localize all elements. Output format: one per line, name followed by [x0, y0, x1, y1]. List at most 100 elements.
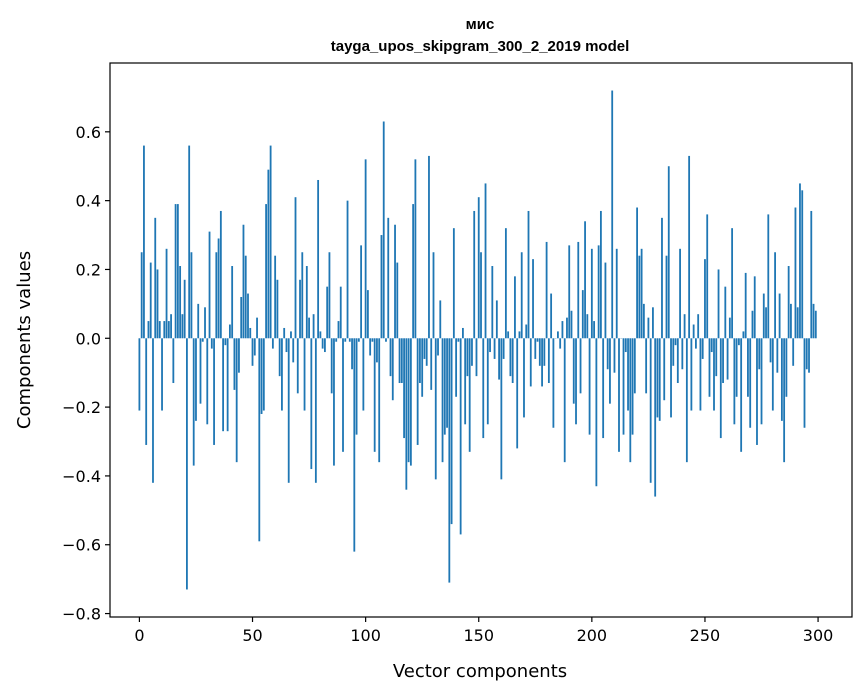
- bar-83: [326, 286, 329, 339]
- bar-290: [794, 207, 797, 339]
- bar-81: [321, 338, 324, 349]
- bar-108: [382, 121, 385, 339]
- bar-110: [387, 217, 390, 339]
- bar-171: [525, 324, 528, 339]
- bar-11: [163, 321, 166, 339]
- bar-6: [152, 338, 154, 483]
- bar-114: [396, 262, 399, 339]
- bar-287: [787, 266, 790, 339]
- bar-62: [278, 338, 281, 377]
- bar-146: [468, 338, 471, 452]
- bar-163: [507, 331, 510, 339]
- bar-168: [518, 331, 521, 339]
- bar-237: [674, 338, 677, 346]
- bar-121: [412, 204, 415, 339]
- bar-185: [557, 331, 559, 339]
- bar-8: [156, 269, 159, 339]
- bar-125: [421, 338, 424, 397]
- bar-65: [285, 338, 288, 353]
- bar-260: [726, 338, 729, 380]
- bar-104: [373, 338, 376, 452]
- bars-group: [138, 90, 817, 590]
- bar-86: [333, 338, 335, 466]
- bar-238: [676, 338, 679, 384]
- bar-289: [792, 338, 795, 366]
- bar-257: [719, 338, 722, 439]
- bar-127: [425, 338, 428, 366]
- bar-25: [195, 338, 197, 421]
- bar-265: [737, 338, 740, 346]
- bar-256: [717, 269, 720, 339]
- bar-250: [704, 259, 706, 339]
- bar-165: [511, 338, 514, 384]
- bar-14: [170, 314, 172, 339]
- bar-221: [638, 255, 641, 339]
- bar-149: [475, 338, 478, 377]
- bar-170: [523, 338, 525, 418]
- bar-270: [749, 338, 752, 428]
- bar-118: [405, 338, 408, 490]
- bar-2: [143, 145, 145, 339]
- bar-13: [167, 321, 170, 339]
- bar-30: [206, 338, 209, 425]
- bar-143: [462, 327, 464, 339]
- bar-285: [783, 338, 786, 463]
- bar-12: [165, 248, 168, 339]
- bar-78: [314, 338, 317, 483]
- bar-71: [299, 279, 301, 339]
- bar-298: [812, 303, 815, 339]
- bar-296: [808, 338, 810, 373]
- bar-19: [181, 314, 184, 339]
- bar-214: [622, 338, 625, 435]
- bar-224: [645, 338, 648, 394]
- bar-155: [489, 338, 491, 353]
- bar-280: [771, 338, 774, 411]
- bar-120: [409, 338, 412, 466]
- bar-80: [319, 331, 322, 339]
- bar-115: [398, 338, 401, 384]
- bar-106: [378, 338, 381, 463]
- bar-137: [448, 338, 451, 583]
- bar-205: [602, 338, 605, 439]
- bar-212: [618, 338, 620, 452]
- bar-9: [158, 321, 161, 339]
- bar-50: [251, 338, 254, 366]
- bar-180: [545, 241, 548, 339]
- bar-181: [547, 338, 550, 384]
- bar-284: [780, 338, 783, 421]
- bar-103: [371, 338, 374, 342]
- bar-147: [471, 338, 473, 366]
- bar-57: [267, 169, 270, 339]
- x-axis-ticks: 0 50 100 150 200 250 300: [134, 617, 833, 645]
- bar-160: [500, 338, 503, 480]
- bar-87: [335, 338, 338, 342]
- bar-53: [258, 338, 261, 542]
- bar-202: [595, 338, 598, 487]
- bar-223: [642, 303, 645, 339]
- bar-47: [244, 255, 247, 339]
- bar-157: [493, 338, 496, 359]
- bar-15: [172, 338, 175, 384]
- x-axis-label: Vector components: [393, 661, 567, 682]
- bar-37: [222, 338, 225, 432]
- bar-1: [140, 252, 143, 339]
- bar-95: [353, 338, 356, 552]
- bar-0: [138, 338, 141, 411]
- bar-29: [204, 307, 206, 339]
- bar-49: [249, 327, 252, 339]
- bar-33: [213, 338, 215, 445]
- y-tick-label: 0.4: [76, 192, 101, 211]
- bar-161: [502, 338, 505, 359]
- bar-20: [183, 279, 186, 339]
- bar-99: [362, 338, 365, 411]
- bar-246: [695, 338, 697, 349]
- bar-133: [439, 300, 442, 339]
- bar-94: [351, 338, 353, 370]
- bar-85: [330, 338, 333, 394]
- bar-182: [550, 293, 553, 339]
- bar-61: [276, 279, 279, 339]
- bar-151: [480, 252, 482, 339]
- bar-196: [581, 290, 584, 339]
- y-tick-label: 0.2: [76, 260, 101, 279]
